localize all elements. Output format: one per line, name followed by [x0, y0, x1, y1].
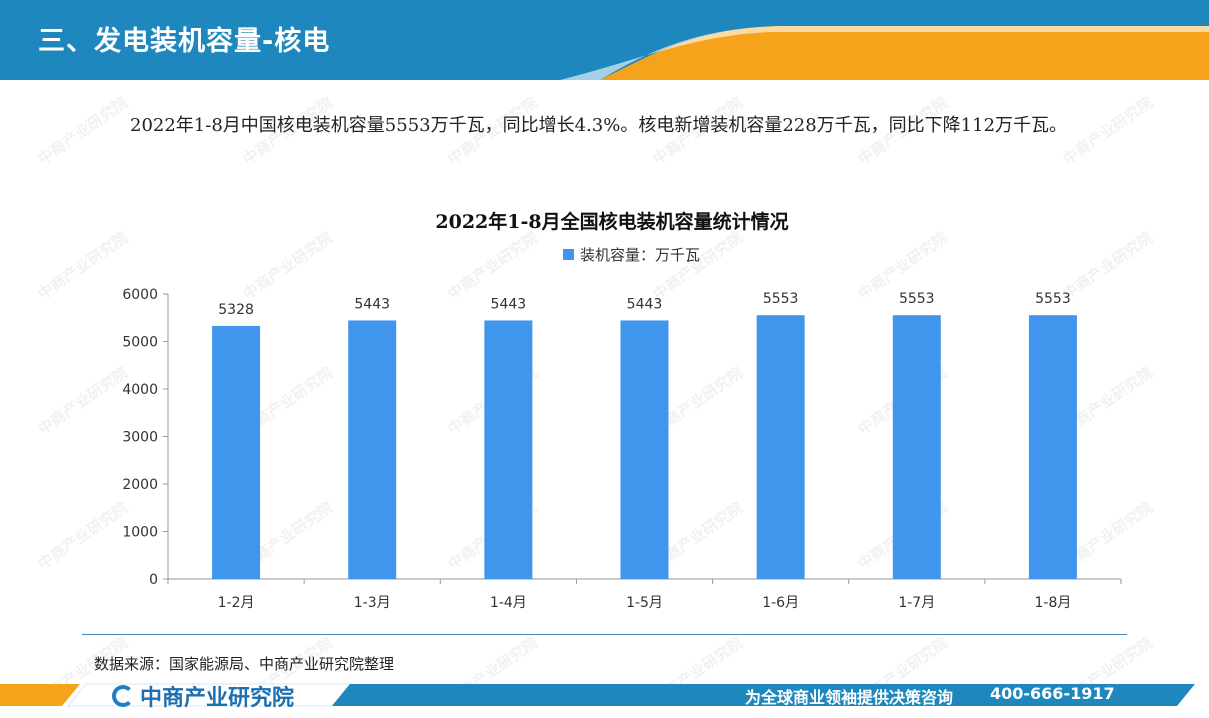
bar — [212, 325, 261, 579]
y-tick-label: 2000 — [122, 477, 158, 493]
y-tick-label: 1000 — [122, 525, 158, 541]
data-label: 5443 — [627, 296, 663, 312]
y-tick-label: 4000 — [122, 382, 158, 398]
footer-slogan: 为全球商业领袖提供决策咨询 — [745, 688, 954, 707]
header-banner: 三、发电装机容量-核电 — [0, 0, 1209, 80]
y-tick-label: 3000 — [122, 430, 158, 446]
chart-title: 2022年1-8月全国核电装机容量统计情况 — [435, 211, 789, 233]
footer-logo: 中商产业研究院 — [112, 682, 295, 711]
x-tick-label: 1-2月 — [218, 595, 255, 611]
intro-paragraph: 2022年1-8月中国核电装机容量5553万千瓦，同比增长4.3%。核电新增装机… — [130, 115, 1068, 136]
legend-swatch — [563, 249, 574, 260]
y-tick-label: 5000 — [122, 335, 158, 351]
x-tick-label: 1-6月 — [762, 595, 799, 611]
bar-chart: 0 1000 2000 3000 4000 5000 6000 5328 1-2月 5443 1-3… — [122, 287, 1122, 611]
bar — [348, 320, 397, 579]
x-tick-label: 1-4月 — [490, 595, 527, 611]
x-tick-label: 1-8月 — [1034, 595, 1071, 611]
source-note: 数据来源：国家能源局、中商产业研究院整理 — [94, 655, 395, 673]
page-title: 三、发电装机容量-核电 — [38, 26, 331, 57]
bar — [1028, 315, 1077, 579]
bar — [756, 315, 805, 579]
footer-phone: 400-666-1917 — [990, 684, 1115, 703]
logo-icon — [112, 685, 134, 707]
bar — [892, 315, 941, 579]
bar — [620, 320, 669, 579]
header-background — [0, 0, 1209, 80]
footer-background — [0, 683, 1195, 707]
data-label: 5553 — [1035, 291, 1071, 307]
data-label: 5553 — [899, 291, 935, 307]
y-tick-label: 6000 — [122, 287, 158, 303]
footer-bar: 中商产业研究院 为全球商业领袖提供决策咨询 400-666-1917 — [0, 680, 1209, 718]
data-label: 5443 — [491, 296, 527, 312]
data-label: 5553 — [763, 291, 799, 307]
logo-text: 中商产业研究院 — [140, 686, 295, 711]
data-label: 5328 — [218, 302, 254, 318]
x-tick-label: 1-7月 — [898, 595, 935, 611]
y-tick-label: 0 — [149, 572, 158, 588]
source-divider — [82, 634, 1127, 635]
legend-label: 装机容量：万千瓦 — [580, 246, 701, 264]
data-label: 5443 — [354, 296, 390, 312]
x-tick-label: 1-3月 — [354, 595, 391, 611]
bar — [484, 320, 533, 579]
chart-legend: 装机容量：万千瓦 — [563, 244, 700, 265]
x-tick-label: 1-5月 — [626, 595, 663, 611]
